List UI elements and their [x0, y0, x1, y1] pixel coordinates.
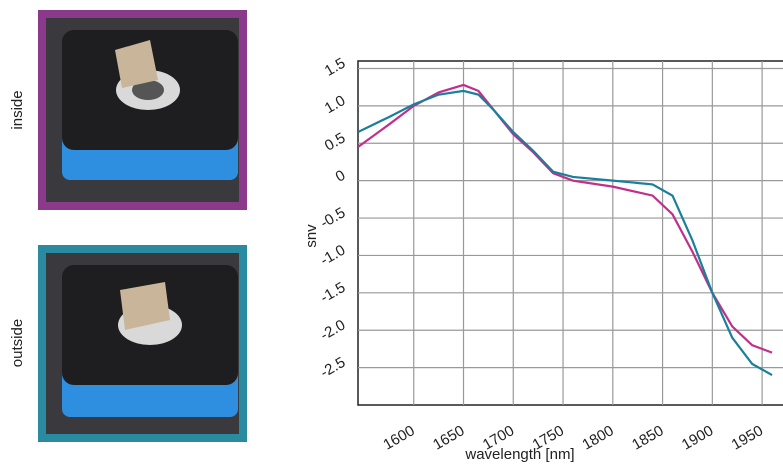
photo-label: inside	[9, 90, 26, 129]
plot-area	[358, 61, 783, 405]
y-tick-label: -0.5	[317, 204, 348, 232]
y-tick-label: 1.5	[322, 55, 349, 80]
y-axis-label: snv	[303, 224, 320, 248]
photo-inside	[38, 10, 247, 210]
x-tick-label: 1600	[380, 422, 417, 453]
x-tick-label: 1900	[679, 422, 716, 453]
y-tick-label: -2.5	[317, 354, 348, 382]
y-tick-label: 1.0	[322, 92, 349, 117]
x-tick-label: 1800	[579, 422, 616, 453]
x-tick-label: 1950	[729, 422, 766, 453]
figure: inside outside wavelength [nm] snv 1.5 1.…	[0, 0, 783, 465]
y-tick-label: 0.5	[322, 129, 349, 154]
x-tick-label: 1650	[430, 422, 467, 453]
y-tick-label: -2.0	[317, 316, 348, 344]
photo-outside	[38, 245, 247, 442]
y-tick-label: -1.0	[317, 242, 348, 270]
y-tick-label: 0	[333, 167, 349, 186]
photo-label: outside	[9, 319, 26, 367]
x-axis-label: wavelength [nm]	[464, 446, 574, 463]
y-tick-label: -1.5	[317, 279, 348, 307]
x-tick-label: 1850	[629, 422, 666, 453]
